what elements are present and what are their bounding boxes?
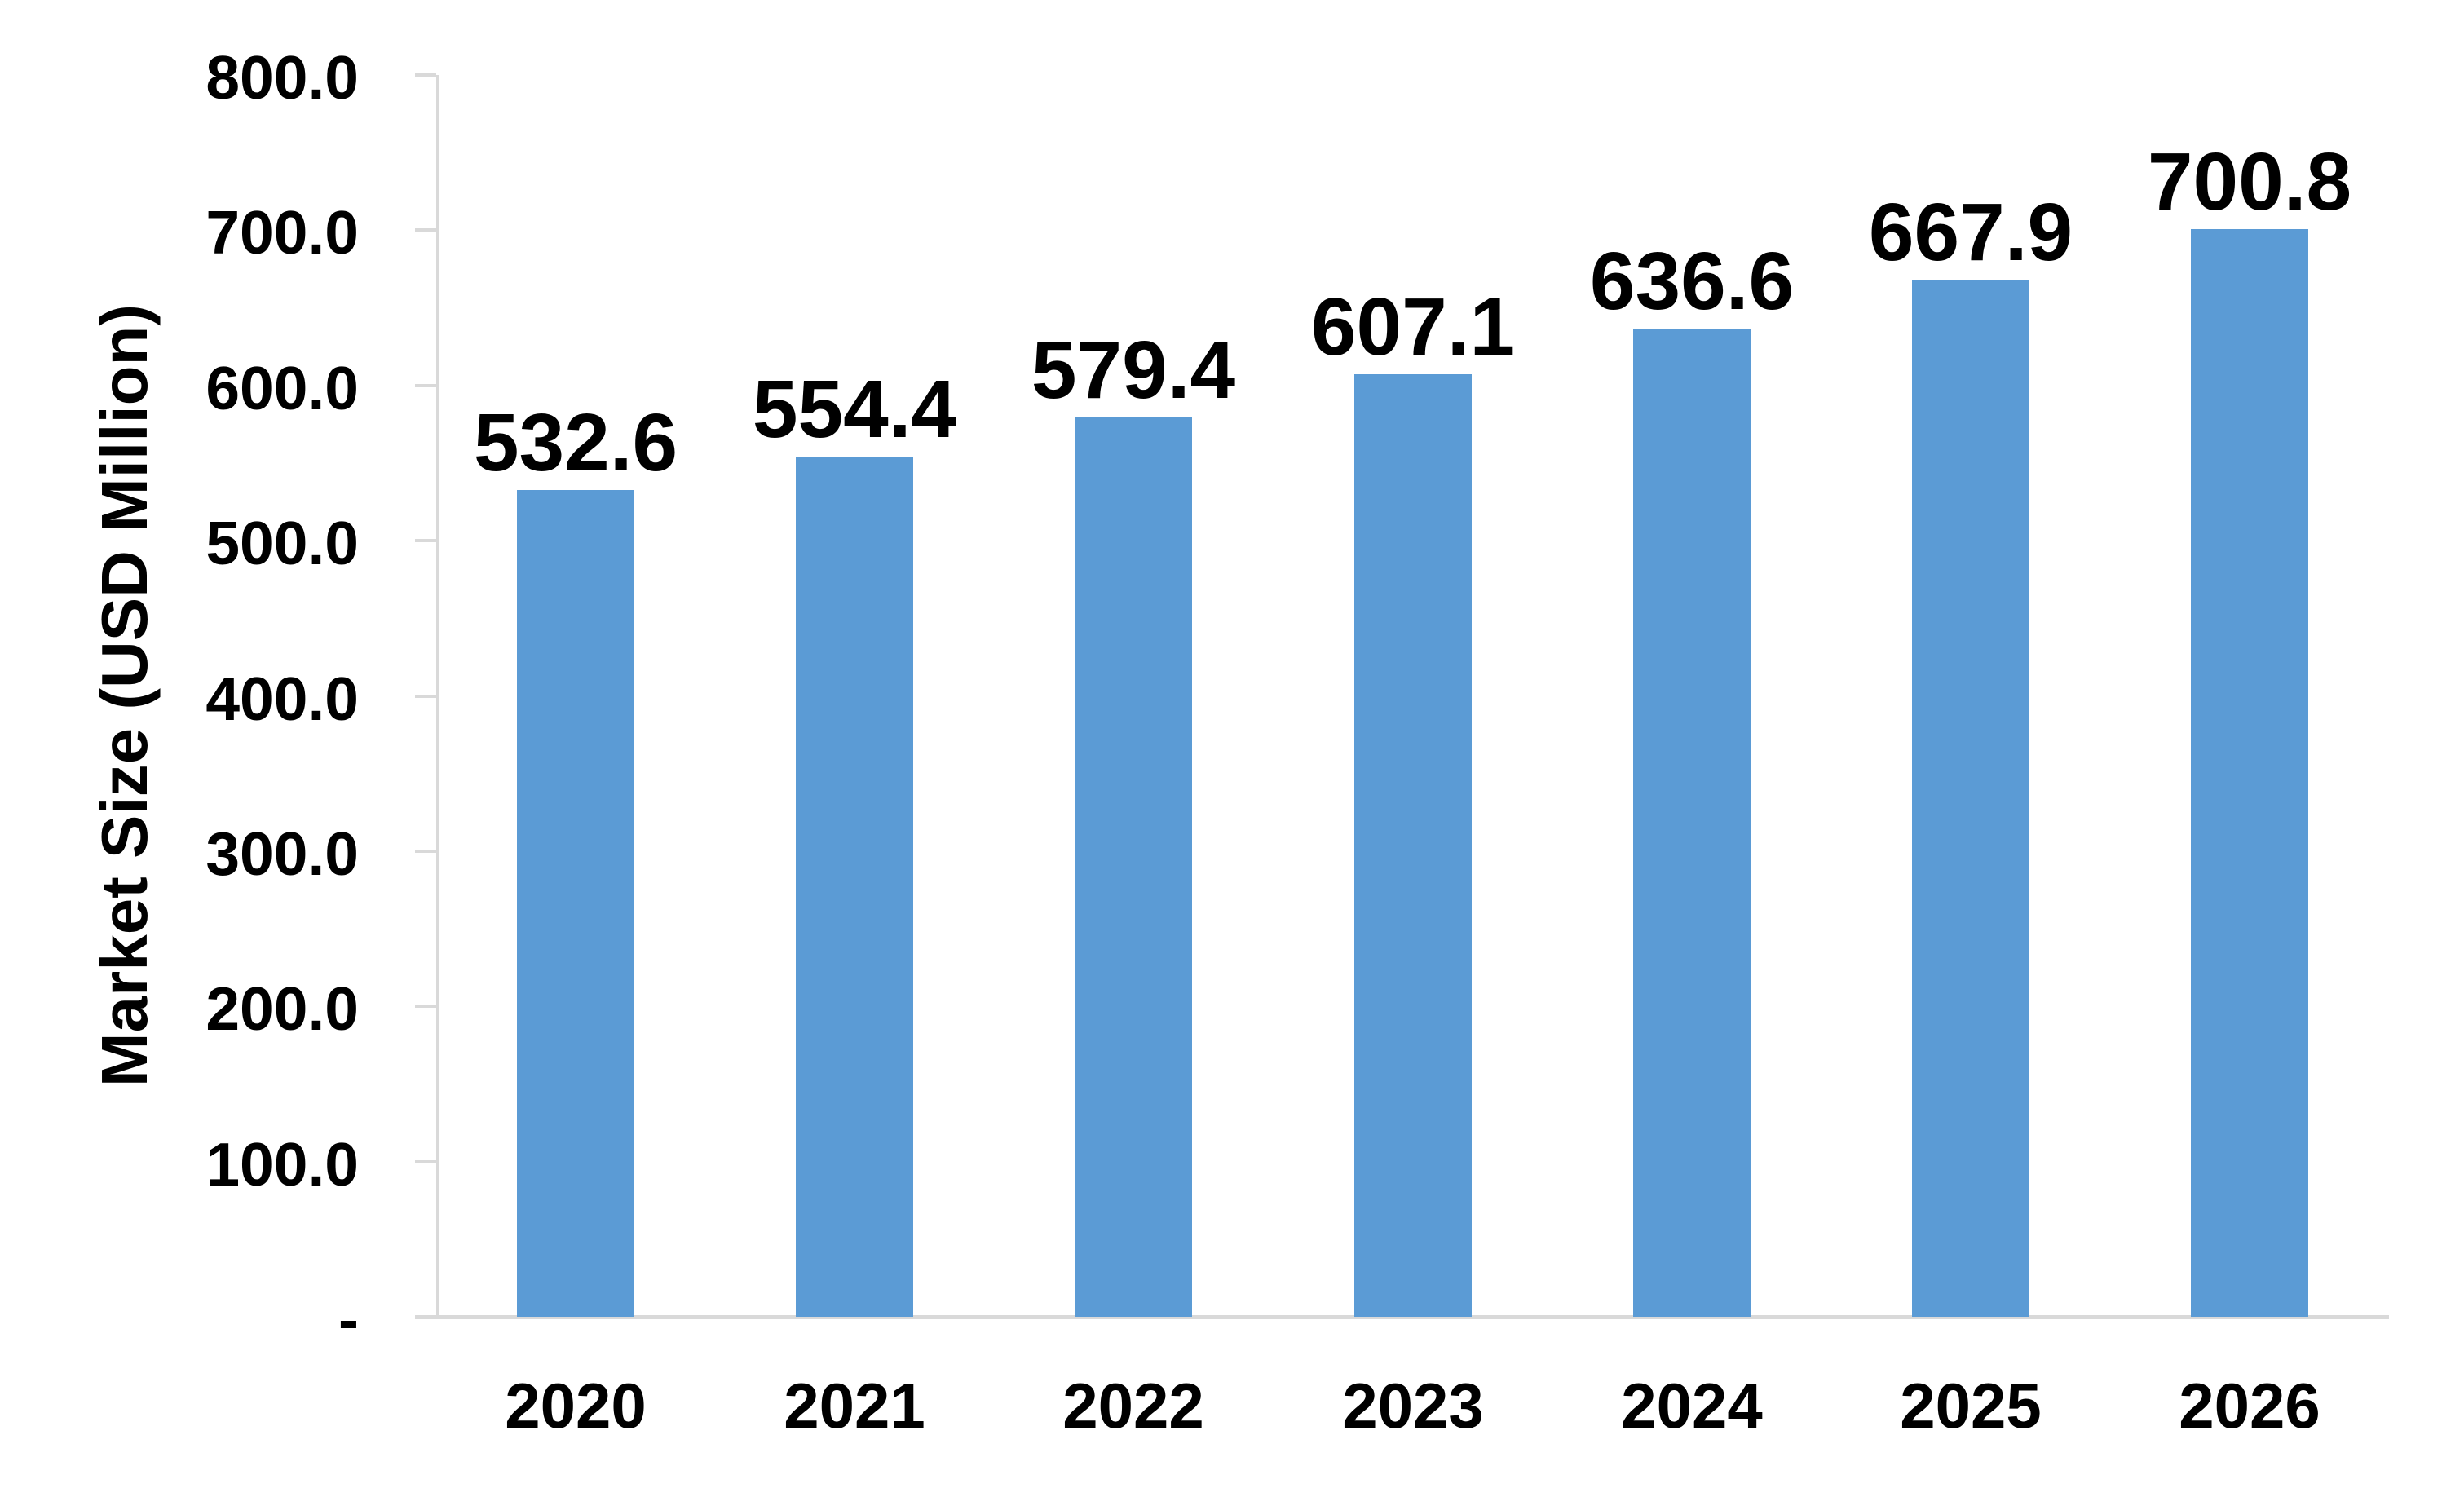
x-tick-label-2021: 2021	[784, 1370, 925, 1442]
y-tick-label: 500.0	[205, 509, 359, 577]
x-tick-label-2020: 2020	[505, 1370, 647, 1442]
y-tick-mark	[415, 1005, 436, 1008]
bar-value-label-2025: 667.9	[1868, 187, 2073, 278]
bar-value-label-2021: 554.4	[752, 364, 957, 455]
bar-value-label-2024: 636.6	[1589, 236, 1795, 327]
x-axis-line	[415, 1315, 2389, 1319]
bar-2026	[2191, 229, 2308, 1317]
bar-2021	[796, 457, 913, 1317]
bar-value-label-2020: 532.6	[473, 397, 678, 488]
y-tick-mark	[415, 73, 436, 77]
x-tick-label-2024: 2024	[1621, 1370, 1763, 1442]
y-tick-mark	[415, 539, 436, 542]
bar-2024	[1633, 329, 1751, 1317]
y-tick-label: 300.0	[205, 819, 359, 888]
bar-2022	[1075, 417, 1192, 1317]
y-tick-label: 100.0	[205, 1130, 359, 1199]
y-tick-label: -	[338, 1285, 359, 1353]
y-tick-mark	[415, 850, 436, 853]
y-tick-mark	[415, 695, 436, 698]
y-tick-label: 700.0	[205, 198, 359, 267]
y-tick-label: 600.0	[205, 354, 359, 422]
x-tick-label-2025: 2025	[1900, 1370, 2042, 1442]
bar-value-label-2022: 579.4	[1031, 325, 1236, 416]
y-tick-label: 200.0	[205, 974, 359, 1043]
bar-2025	[1912, 280, 2029, 1317]
bar-2023	[1354, 374, 1472, 1317]
y-tick-mark	[415, 228, 436, 232]
y-axis-line	[436, 75, 439, 1319]
y-tick-mark	[415, 1160, 436, 1163]
bar-2020	[517, 490, 634, 1317]
bar-value-label-2026: 700.8	[2147, 136, 2352, 227]
bar-value-label-2023: 607.1	[1310, 281, 1516, 373]
x-tick-label-2023: 2023	[1342, 1370, 1484, 1442]
x-tick-label-2026: 2026	[2179, 1370, 2320, 1442]
x-tick-label-2022: 2022	[1062, 1370, 1204, 1442]
y-tick-label: 400.0	[205, 665, 359, 733]
y-tick-label: 800.0	[205, 43, 359, 112]
y-tick-mark	[415, 384, 436, 387]
